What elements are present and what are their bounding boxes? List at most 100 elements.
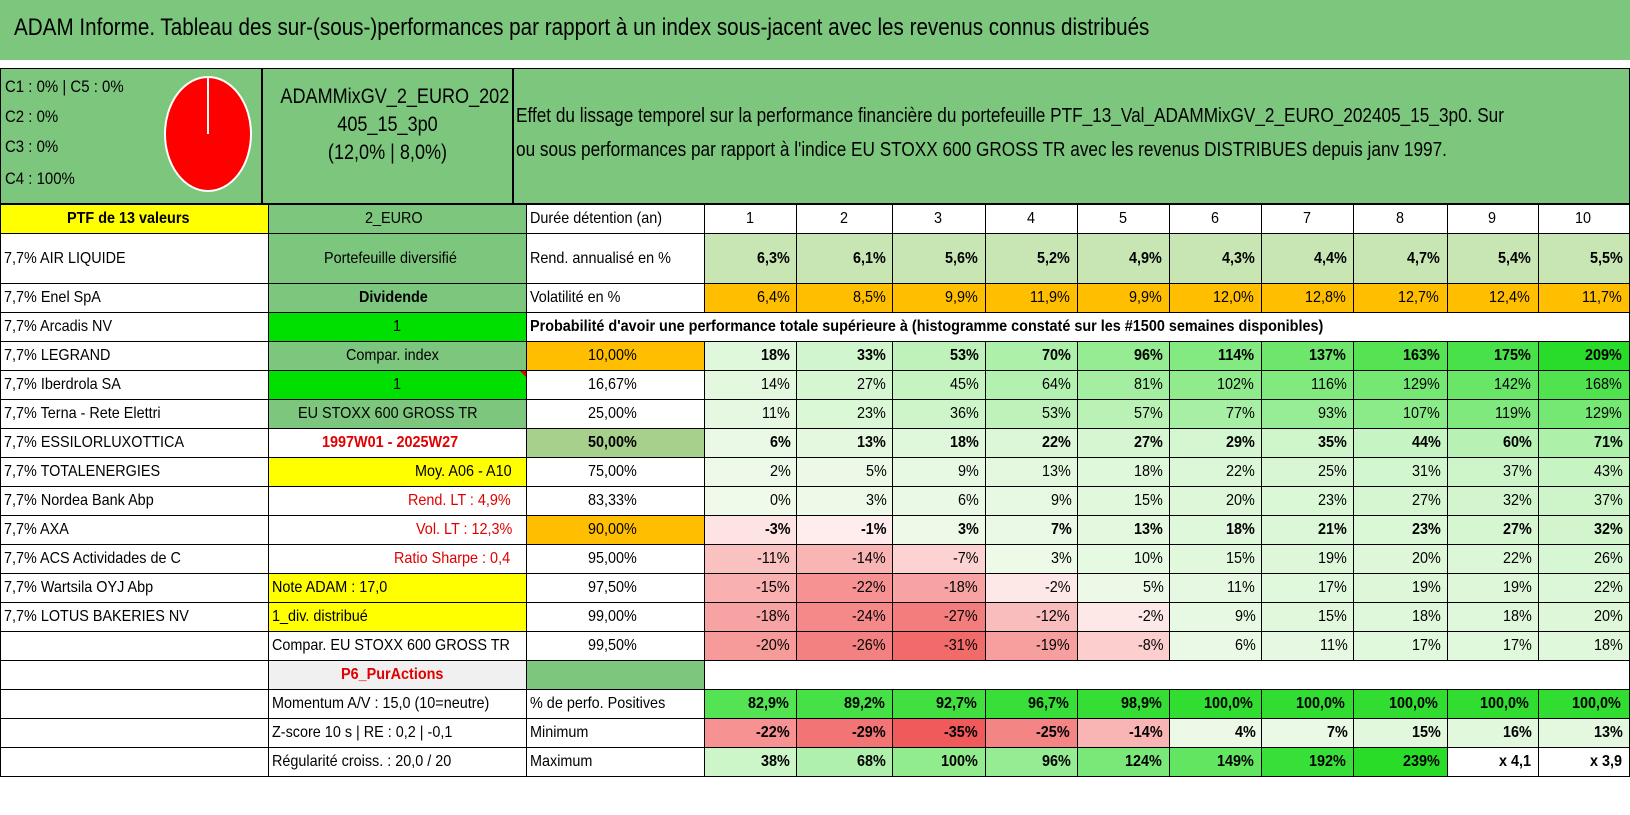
prob-value-text: -12% [1036,608,1071,625]
prob-value-text: 36% [949,405,979,422]
prob-value: 5% [1076,573,1170,603]
summary-row: Z-score 10 s | RE : 0,2 | -0,1 Minimum -22… [0,718,1630,748]
vol-value: 12,0% [1168,283,1263,313]
summary-value-text: 82,9% [747,695,789,712]
prob-level: 97,50% [525,573,705,603]
prob-value: 6% [892,486,986,516]
prob-value-text: -19% [1036,637,1071,654]
prob-value-text: 70% [1041,347,1071,364]
prob-value-text: 209% [1585,347,1622,364]
prob-level-text: 75,00% [588,463,637,480]
year-header-text: 7 [1303,210,1312,227]
prob-value: 43% [1537,457,1630,487]
prob-value-text: 10% [1133,550,1163,567]
dividend-mode-text: 1_div. distribué [272,608,369,625]
description-panel: Effet du lissage temporel sur la perform… [513,68,1630,204]
prob-value-text: 53% [949,347,979,364]
prob-value-text: -20% [755,637,790,654]
vol-value: 12,8% [1261,283,1355,313]
prob-title-row: 7,7% Arcadis NV 1 Probabilité d'avoir une … [0,312,1630,342]
summary-value: -14% [1076,718,1170,748]
summary-value: 13% [1537,718,1630,748]
holding-name-text: 7,7% AIR LIQUIDE [4,249,126,267]
holding-name-text: 7,7% LOTUS BAKERIES NV [4,608,189,625]
prob-value-text: 71% [1593,434,1623,451]
prob-value-text: -24% [851,608,886,625]
prob-value-text: 9% [1235,608,1256,625]
prob-row: Compar. EU STOXX 600 GROSS TR 99,50% -20% -… [0,631,1630,661]
year-header: 6 [1168,204,1263,234]
prob-value-text: 25% [1318,463,1348,480]
prob-value-text: 26% [1593,550,1623,567]
allocation-line: C3 : 0% [5,137,59,156]
prob-value: 11% [703,399,798,429]
prob-value-text: 60% [1502,434,1532,451]
prob-level: 90,00% [525,515,705,545]
prob-value: -18% [892,573,986,603]
table-body: PTF de 13 valeurs 2_EURO Durée détention (… [0,204,1630,777]
rend-row: 7,7% AIR LIQUIDE Portefeuille diversifié R… [0,233,1630,284]
prob-value-text: 18% [1593,637,1623,654]
prob-value-text: 27% [1502,521,1532,538]
vol-value: 12,4% [1446,283,1539,313]
portfolio-name-line: (12,0% | 8,0%) [327,141,448,164]
holding-name: 7,7% Arcadis NV [0,312,270,342]
prob-value-text: 31% [1411,463,1441,480]
rend-value: 4,9% [1076,233,1170,284]
summary-value-text: 100% [940,753,978,770]
prob-value-text: 23% [1318,492,1348,509]
summary-value: 100,0% [1261,689,1355,719]
summary-label-text: Minimum [529,724,588,741]
prob-value: -14% [796,544,894,574]
prob-value: 19% [1261,544,1355,574]
empty-cell [703,660,1630,690]
prob-value: 13% [796,428,894,458]
prob-row: 7,7% Nordea Bank Abp Rend. LT : 4,9% 83,33… [0,486,1630,516]
prob-value-text: 107% [1402,405,1440,422]
year-header: 10 [1537,204,1630,234]
prob-value-text: 21% [1318,521,1348,538]
prob-value-text: 81% [1133,376,1163,393]
vol-value-text: 9,9% [945,289,978,306]
prob-row: 7,7% Wartsila OYJ Abp Note ADAM : 17,0 97,… [0,573,1630,603]
prob-value-text: 11% [1319,637,1348,654]
year-header-text: 2 [840,210,849,227]
prob-value-text: -11% [756,550,790,567]
prob-value: 17% [1353,631,1448,661]
prob-value: 142% [1446,370,1539,400]
prob-value-text: 23% [857,405,887,422]
prob-value: 18% [1353,602,1448,632]
prob-value: 3% [892,515,986,545]
summary-value-text: 124% [1125,753,1162,770]
prob-value-text: 27% [1133,434,1163,451]
prob-value: 107% [1353,399,1448,429]
summary-value-text: 16% [1502,724,1532,741]
strategy-label-text: P6_PurActions [340,666,444,683]
prob-level-text: 95,00% [588,550,637,567]
vol-value: 11,9% [984,283,1078,313]
prob-value: 18% [1076,457,1170,487]
prob-value-text: 44% [1411,434,1441,451]
prob-value: 137% [1261,341,1355,371]
rend-label: Rend. annualisé en % [525,233,705,284]
summary-value: 82,9% [703,689,798,719]
vol-lt-text: Vol. LT : 12,3% [415,521,512,538]
prob-value: 31% [1353,457,1448,487]
vol-value: 8,5% [796,283,894,313]
prob-value-text: 96% [1133,347,1163,364]
summary-value-text: x 4,1 [1499,753,1532,770]
prob-value-text: 3% [1050,550,1072,567]
prob-value-text: -8% [1137,637,1164,654]
performance-table: PTF de 13 valeurs 2_EURO Durée détention (… [0,204,1630,777]
prob-value-text: 3% [866,492,888,509]
prob-value-text: 9% [1050,492,1072,509]
summary-info-text: Régularité croiss. : 20,0 / 20 [272,753,452,770]
prob-value-text: -2% [1045,579,1071,596]
allocation-panel: C1 : 0% | C5 : 0% C2 : 0% C3 : 0% C4 : 1… [0,68,262,204]
prob-value: 17% [1446,631,1539,661]
prob-value: 0% [703,486,798,516]
summary-row: Régularité croiss. : 20,0 / 20 Maximum 38%… [0,747,1630,777]
prob-value-text: -14% [851,550,886,567]
rend-value: 5,5% [1537,233,1630,284]
prob-value: 81% [1076,370,1170,400]
